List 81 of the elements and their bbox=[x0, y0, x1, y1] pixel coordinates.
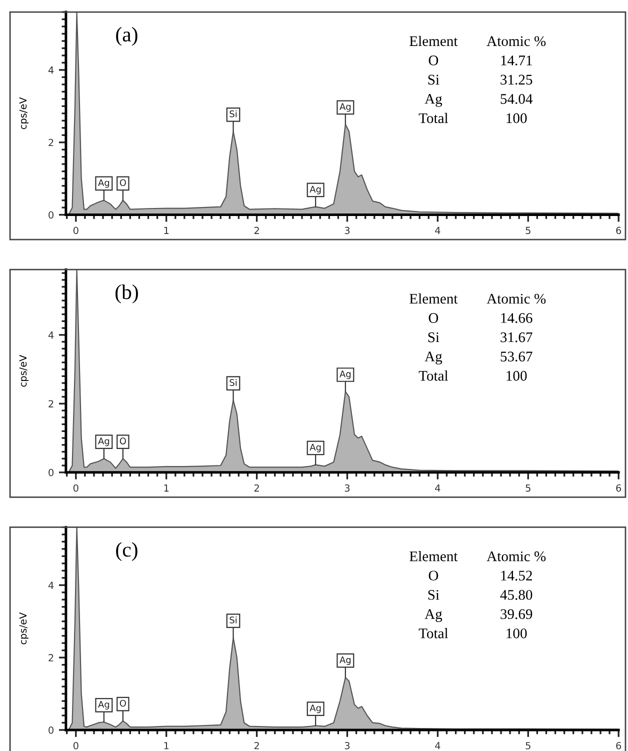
annotation: Ag bbox=[424, 609, 442, 622]
x-tick-label: 3 bbox=[344, 484, 350, 492]
y-tick-label: 2 bbox=[48, 400, 54, 408]
x-tick-label: 5 bbox=[526, 484, 530, 492]
y-axis-title: cps/eV bbox=[19, 354, 29, 387]
annotation: 45.80 bbox=[500, 590, 532, 600]
annotation: O bbox=[428, 56, 438, 66]
annotation: O bbox=[428, 570, 438, 581]
annotation: 14.52 bbox=[501, 570, 532, 581]
x-tick-label: 3 bbox=[344, 742, 350, 750]
annotation: Si bbox=[428, 74, 440, 85]
annotation: 31.25 bbox=[500, 74, 532, 85]
annotation: Ag bbox=[310, 444, 321, 452]
y-tick-label: 4 bbox=[48, 582, 54, 589]
annotation: Ag bbox=[340, 103, 351, 112]
annotation: Si bbox=[230, 378, 237, 386]
annotation: O bbox=[428, 313, 438, 323]
annotation: Ag bbox=[98, 438, 110, 446]
x-tick-label: 0 bbox=[73, 484, 78, 492]
x-tick-label: 2 bbox=[254, 226, 259, 234]
y-tick-label: 0 bbox=[48, 468, 54, 476]
annotation: Si bbox=[428, 332, 440, 342]
annotation: Element bbox=[410, 293, 458, 304]
annotation: Si bbox=[428, 590, 440, 600]
y-tick-label: 4 bbox=[48, 66, 54, 74]
annotation: Si bbox=[230, 616, 237, 624]
annotation: 100 bbox=[506, 113, 527, 124]
annotation: 14.66 bbox=[501, 313, 532, 323]
annotation: (b) bbox=[116, 284, 138, 304]
annotation: Ag bbox=[98, 179, 110, 188]
x-tick-label: 4 bbox=[435, 226, 440, 234]
x-tick-label: 0 bbox=[73, 226, 78, 234]
annotation: Ag bbox=[424, 352, 442, 364]
y-tick-label: 2 bbox=[48, 138, 54, 146]
x-tick-label: 6 bbox=[616, 226, 622, 234]
annotation: 100 bbox=[506, 370, 527, 381]
annotation: 39.69 bbox=[500, 609, 532, 620]
annotation: 31.67 bbox=[500, 332, 532, 342]
x-tick-label: 5 bbox=[526, 742, 530, 750]
annotation: Element bbox=[410, 551, 458, 562]
annotation: (a) bbox=[116, 26, 138, 46]
annotation: Total bbox=[418, 628, 448, 638]
annotation: O bbox=[120, 700, 126, 707]
annotation: Ag bbox=[310, 186, 321, 194]
x-tick-label: 2 bbox=[254, 742, 259, 750]
annotation: O bbox=[120, 438, 126, 444]
x-tick-label: 1 bbox=[164, 226, 169, 234]
x-tick-label: 1 bbox=[164, 484, 169, 492]
y-tick-label: 4 bbox=[48, 332, 54, 339]
annotation: 54.04 bbox=[500, 94, 533, 104]
annotation: Ag bbox=[310, 704, 321, 714]
annotation: 53.67 bbox=[500, 352, 532, 362]
y-tick-label: 2 bbox=[48, 654, 54, 662]
annotation: O bbox=[120, 179, 126, 186]
annotation: Si bbox=[230, 110, 237, 118]
x-tick-label: 3 bbox=[344, 226, 350, 234]
x-tick-label: 5 bbox=[526, 226, 530, 234]
annotation: Atomic % bbox=[486, 36, 546, 46]
x-tick-label: 4 bbox=[435, 484, 440, 492]
annotation: Atomic % bbox=[486, 551, 546, 562]
x-tick-label: 1 bbox=[164, 742, 169, 750]
annotation: Total bbox=[418, 112, 448, 124]
x-tick-label: 6 bbox=[616, 484, 622, 492]
x-tick-label: 2 bbox=[254, 484, 259, 492]
annotation: 100 bbox=[506, 628, 527, 638]
x-tick-label: 6 bbox=[616, 742, 622, 750]
annotation: Total bbox=[418, 370, 448, 381]
y-axis-title: cps/eV bbox=[19, 97, 29, 130]
y-tick-label: 0 bbox=[48, 211, 54, 219]
annotation: (c) bbox=[116, 542, 138, 561]
annotation: 14.71 bbox=[501, 56, 532, 66]
annotation: Ag bbox=[340, 656, 351, 665]
annotation: Ag bbox=[424, 94, 442, 107]
annotation: Ag bbox=[340, 370, 351, 380]
annotation: Element bbox=[410, 36, 458, 46]
x-tick-label: 0 bbox=[73, 742, 78, 750]
y-tick-label: 0 bbox=[48, 726, 54, 734]
y-axis-title: cps/eV bbox=[19, 612, 29, 644]
annotation: Atomic % bbox=[486, 294, 546, 304]
annotation: Ag bbox=[98, 701, 110, 710]
x-tick-label: 4 bbox=[435, 742, 440, 750]
